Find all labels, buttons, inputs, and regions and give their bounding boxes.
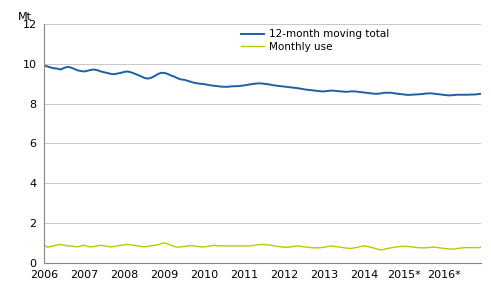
Monthly use [41,243,47,247]
12-month moving total [78,69,84,73]
Text: Mt: Mt [18,12,32,22]
Monthly use [162,241,167,245]
12-month moving total [95,69,101,72]
Line: Monthly use: Monthly use [44,243,481,250]
12-month moving total [41,64,47,67]
Monthly use [478,246,484,249]
Monthly use [398,245,404,248]
Monthly use [402,245,408,248]
Monthly use [378,248,384,252]
12-month moving total [395,92,401,95]
Monthly use [178,245,184,249]
12-month moving total [391,92,397,95]
12-month moving total [478,92,484,95]
12-month moving total [175,76,181,80]
Line: 12-month moving total: 12-month moving total [44,66,481,95]
Monthly use [78,244,84,248]
Legend: 12-month moving total, Monthly use: 12-month moving total, Monthly use [242,29,389,52]
Monthly use [95,244,101,248]
12-month moving total [445,94,451,97]
12-month moving total [188,80,194,84]
Monthly use [191,244,197,248]
